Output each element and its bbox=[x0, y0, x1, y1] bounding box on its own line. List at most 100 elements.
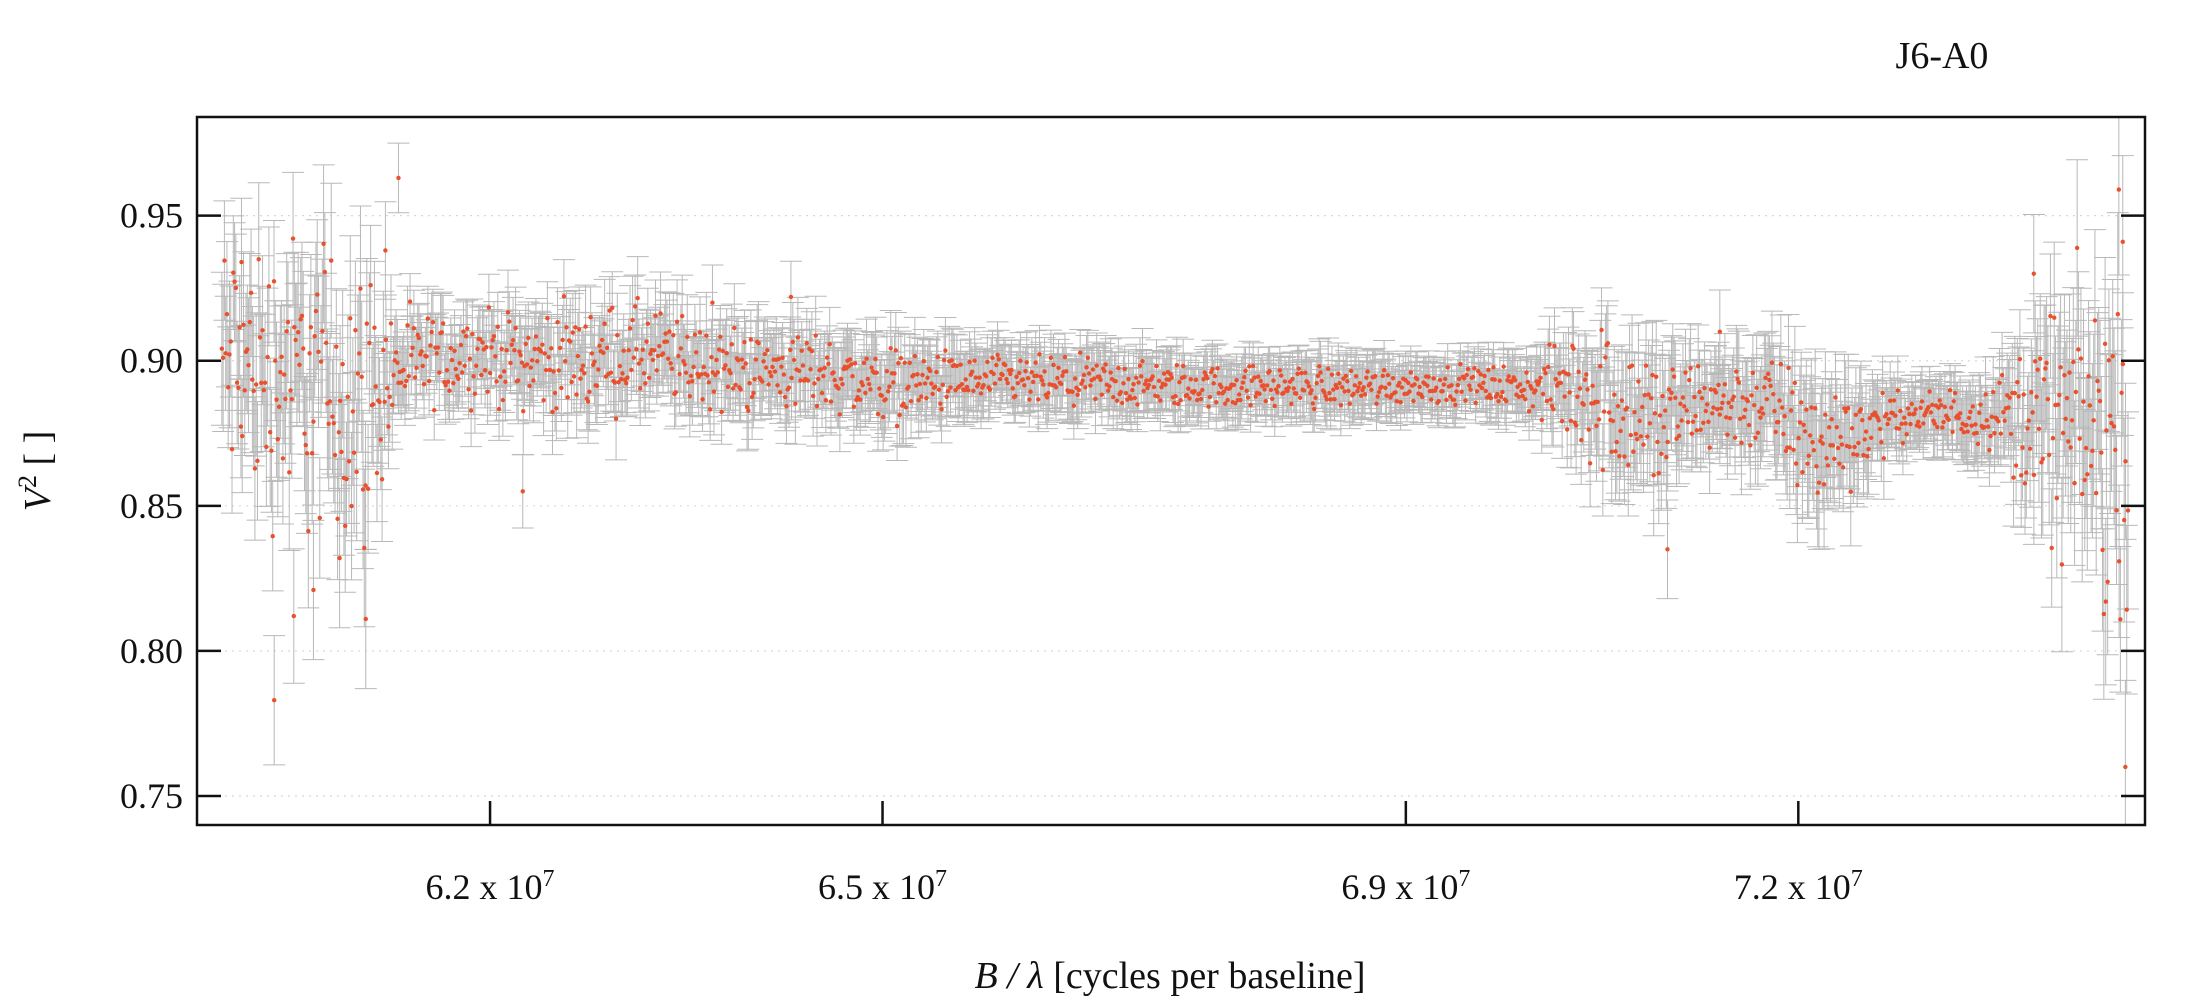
data-point bbox=[393, 350, 399, 355]
data-point bbox=[668, 361, 673, 366]
data-point bbox=[549, 346, 554, 351]
data-point bbox=[412, 375, 418, 380]
data-point bbox=[604, 345, 610, 351]
data-point bbox=[386, 424, 391, 429]
data-point bbox=[523, 341, 528, 347]
data-point bbox=[285, 319, 291, 325]
data-point bbox=[303, 442, 308, 448]
data-point bbox=[256, 257, 261, 262]
data-point bbox=[742, 339, 747, 345]
data-point bbox=[503, 379, 508, 384]
data-point bbox=[293, 337, 298, 343]
data-point bbox=[428, 343, 433, 348]
data-point bbox=[295, 330, 301, 335]
data-point bbox=[505, 310, 511, 315]
data-point bbox=[228, 339, 233, 344]
data-point bbox=[280, 456, 286, 461]
data-point bbox=[275, 437, 281, 442]
data-point bbox=[287, 470, 292, 475]
data-point bbox=[260, 328, 265, 333]
data-point bbox=[596, 367, 601, 372]
data-point bbox=[290, 236, 296, 241]
data-point bbox=[639, 357, 644, 362]
data-point bbox=[402, 383, 408, 389]
data-point bbox=[640, 347, 645, 352]
data-point bbox=[576, 327, 582, 332]
data-point bbox=[248, 290, 254, 296]
data-point bbox=[432, 408, 437, 413]
data-point bbox=[654, 368, 659, 373]
data-point bbox=[381, 347, 386, 353]
data-point bbox=[540, 342, 545, 347]
data-point bbox=[671, 333, 676, 338]
data-point bbox=[515, 378, 521, 383]
data-point bbox=[486, 305, 492, 310]
data-point bbox=[721, 366, 727, 371]
data-point bbox=[487, 370, 493, 376]
data-point bbox=[574, 392, 579, 397]
data-point bbox=[468, 408, 474, 413]
data-point bbox=[346, 459, 352, 464]
data-point bbox=[578, 376, 583, 381]
data-point bbox=[752, 376, 757, 382]
data-point bbox=[663, 331, 668, 336]
data-point bbox=[535, 359, 540, 364]
data-point bbox=[466, 387, 471, 392]
data-point bbox=[284, 329, 289, 334]
data-point bbox=[610, 305, 615, 311]
data-point bbox=[252, 466, 258, 471]
data-point bbox=[747, 380, 752, 386]
data-point bbox=[426, 378, 432, 384]
data-point bbox=[323, 340, 329, 346]
data-point bbox=[240, 433, 245, 439]
data-point bbox=[723, 363, 728, 368]
data-point bbox=[298, 317, 303, 322]
data-point bbox=[508, 360, 513, 366]
data-point bbox=[247, 319, 253, 325]
data-point bbox=[416, 335, 422, 341]
data-point bbox=[620, 371, 625, 376]
data-point bbox=[335, 516, 340, 522]
data-point bbox=[699, 372, 704, 377]
data-point bbox=[440, 321, 446, 326]
data-point bbox=[374, 470, 380, 476]
data-point bbox=[631, 355, 637, 360]
data-point bbox=[652, 348, 657, 353]
data-point bbox=[439, 330, 445, 335]
data-point bbox=[472, 391, 478, 396]
data-point bbox=[238, 424, 244, 429]
data-point bbox=[682, 362, 687, 367]
data-point bbox=[452, 348, 457, 353]
data-point bbox=[706, 380, 712, 385]
data-point bbox=[283, 396, 288, 402]
data-point bbox=[318, 359, 324, 364]
data-point bbox=[645, 321, 651, 326]
data-point bbox=[322, 269, 328, 275]
data-point bbox=[351, 450, 357, 455]
data-point bbox=[579, 367, 584, 373]
data-point bbox=[462, 363, 467, 369]
data-point bbox=[718, 334, 723, 339]
data-point bbox=[471, 374, 476, 379]
data-point bbox=[728, 370, 733, 376]
data-point bbox=[364, 321, 370, 326]
data-point bbox=[629, 367, 634, 373]
data-point bbox=[746, 408, 751, 413]
data-point bbox=[343, 523, 348, 529]
data-point bbox=[470, 331, 475, 337]
data-point bbox=[349, 503, 354, 509]
data-point bbox=[465, 326, 470, 331]
data-point bbox=[554, 406, 559, 411]
data-point bbox=[479, 372, 484, 378]
data-point bbox=[509, 342, 514, 347]
data-point bbox=[383, 337, 389, 342]
data-point bbox=[461, 329, 466, 334]
data-point bbox=[429, 329, 434, 335]
data-point bbox=[251, 388, 256, 394]
data-point bbox=[601, 350, 606, 356]
data-point bbox=[529, 358, 535, 363]
data-point bbox=[538, 349, 544, 354]
data-point bbox=[521, 408, 526, 414]
data-point bbox=[709, 355, 714, 360]
data-point bbox=[760, 379, 765, 384]
